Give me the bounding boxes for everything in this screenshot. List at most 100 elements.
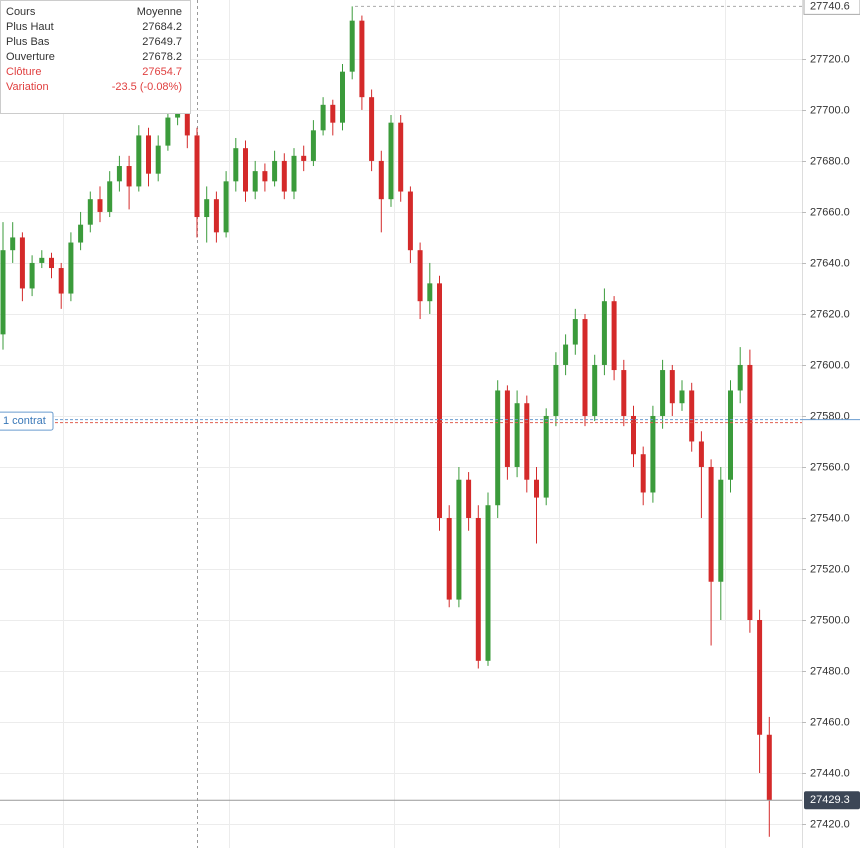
candle-body [223, 181, 229, 233]
candle-body [504, 390, 510, 467]
y-tick-label: 27440.0 [810, 767, 850, 779]
candle-body [534, 479, 539, 498]
candle-body [407, 191, 413, 251]
candle-body [747, 364, 753, 620]
candle-body [262, 171, 268, 182]
candle-body [68, 242, 74, 294]
candle-body [165, 117, 171, 146]
y-tick-label: 27560.0 [810, 461, 850, 473]
candle-body [621, 370, 627, 416]
candle-body [369, 97, 375, 161]
candle-body [572, 319, 578, 345]
candle-body [689, 390, 695, 442]
candle-body [233, 148, 239, 182]
candle-body [475, 517, 481, 661]
candle-body [320, 104, 326, 131]
candle-body [524, 403, 530, 480]
candle-body [116, 166, 122, 182]
candle-body [330, 104, 336, 123]
y-tick-label: 27520.0 [810, 563, 850, 575]
y-tick-label: 27480.0 [810, 665, 850, 677]
y-tick-label: 27620.0 [810, 308, 850, 320]
candle-body [495, 390, 501, 506]
candle-body [398, 122, 404, 192]
position-label: 1 contrat [3, 415, 46, 427]
candle-body [728, 390, 733, 480]
candle-body [757, 619, 763, 735]
y-tick-label: 27640.0 [810, 257, 850, 269]
info-value: 27684.2 [142, 21, 182, 33]
candle-body [718, 479, 724, 582]
candle-body [640, 454, 646, 493]
candle-body [252, 171, 258, 192]
candle-body [87, 199, 93, 225]
candle-body [243, 148, 248, 192]
candle-body [136, 135, 142, 187]
candle-body [10, 237, 16, 251]
candle-body [349, 20, 355, 72]
y-tick-label: 27540.0 [810, 512, 850, 524]
candle-body [58, 268, 64, 294]
position-label-bg [0, 411, 54, 431]
info-value: 27654.7 [142, 66, 182, 78]
last-price-bg [804, 791, 860, 810]
info-label: Variation [6, 81, 49, 93]
max-label-bg [803, 0, 860, 15]
candle-body [611, 301, 617, 371]
candle-body [708, 466, 714, 582]
candle-body [437, 283, 442, 518]
y-tick-label: 27500.0 [810, 614, 850, 626]
info-header: Cours [6, 6, 36, 18]
candle-body [29, 262, 35, 289]
candle-body [340, 71, 345, 123]
candle-body [272, 160, 278, 182]
info-value: 27678.2 [142, 51, 182, 63]
candle-body [155, 145, 161, 174]
candle-body [592, 364, 598, 416]
candle-body [417, 250, 423, 302]
y-tick-label: 27420.0 [810, 818, 850, 830]
candle-body [291, 155, 297, 192]
info-box: Cours Moyenne Plus Haut 27684.2 Plus Bas 2764… [0, 0, 191, 114]
info-label: Ouverture [6, 51, 55, 63]
candle-body [427, 283, 433, 302]
y-tick-label: 27460.0 [810, 716, 850, 728]
y-tick-label: 27580.0 [810, 410, 850, 422]
y-tick-label: 27600.0 [810, 359, 850, 371]
candle-body [456, 479, 462, 600]
candle-body [466, 479, 472, 518]
candle-body [553, 364, 559, 416]
candle-body [485, 505, 491, 661]
candle-body [543, 415, 549, 498]
candle-body [301, 155, 307, 161]
candle-body [669, 370, 675, 404]
candle-body [97, 199, 103, 212]
candle-body [766, 734, 772, 801]
candle-body [378, 160, 384, 200]
info-label: Plus Bas [6, 36, 50, 48]
max-label: 27740.6 [810, 0, 850, 12]
info-box-bg [0, 0, 191, 114]
candle-body [213, 199, 219, 233]
y-tick-label: 27680.0 [810, 155, 850, 167]
candle-body [737, 364, 743, 391]
candle-body [281, 160, 287, 192]
candle-body [388, 122, 394, 200]
candle-body [146, 135, 151, 174]
candle-body [126, 166, 132, 187]
candle-body [0, 250, 6, 335]
y-tick-label: 27660.0 [810, 206, 850, 218]
candle-body [49, 257, 54, 269]
candle-body [679, 390, 685, 404]
candle-body [194, 135, 200, 218]
candle-body [359, 20, 365, 98]
candle-body [184, 109, 190, 136]
candle-body [107, 181, 113, 212]
candle-body [39, 257, 45, 263]
info-header: Moyenne [137, 6, 182, 18]
info-label: Clôture [6, 66, 41, 78]
info-label: Plus Haut [6, 21, 54, 33]
candle-body [650, 415, 656, 493]
